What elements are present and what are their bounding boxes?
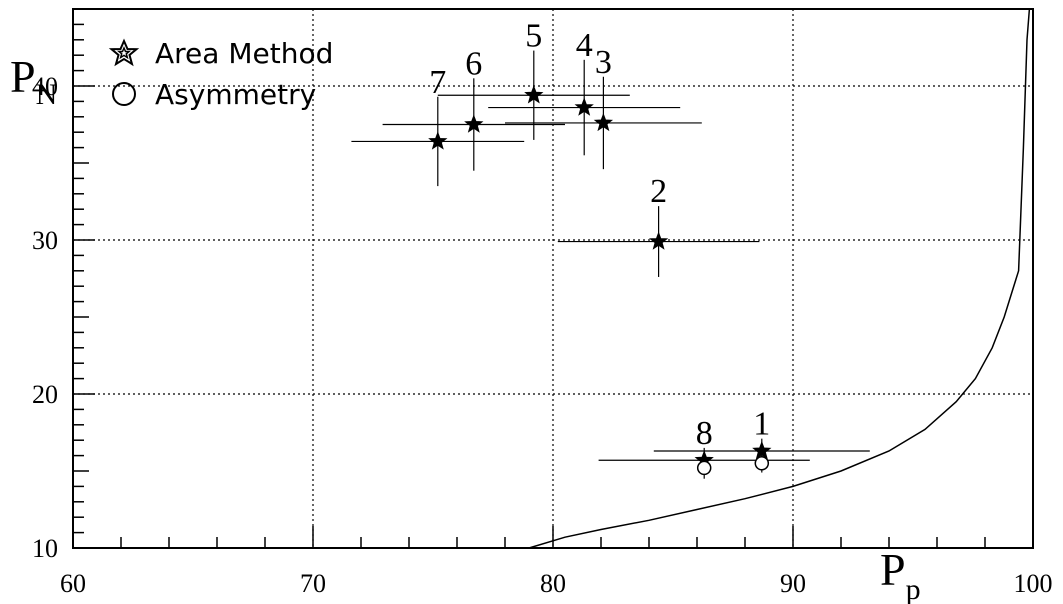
x-axis-title-sub: p <box>906 573 921 604</box>
x-tick-label: 100 <box>1014 569 1053 598</box>
star-marker <box>464 114 484 133</box>
y-axis-title-sub: N <box>36 78 58 111</box>
x-tick-label: 60 <box>60 569 86 598</box>
axis-ticks <box>72 8 1034 549</box>
star-marker <box>752 440 772 460</box>
star-marker <box>524 85 544 104</box>
x-tick-label: 90 <box>780 569 806 598</box>
data-markers <box>428 85 772 476</box>
legend-label-area-method: Area Method <box>155 37 333 70</box>
y-tick-label: 40 <box>32 72 58 101</box>
x-tick-label: 70 <box>300 569 326 598</box>
y-tick-label: 20 <box>32 380 58 409</box>
limit-curve-line <box>528 8 1031 549</box>
point-label: 3 <box>595 44 612 81</box>
star-marker <box>648 231 669 250</box>
y-axis-title: PN <box>10 51 57 111</box>
point-label: 2 <box>650 173 667 210</box>
x-axis-title-main: P <box>880 544 906 595</box>
point-label: 8 <box>696 415 713 452</box>
error-bars <box>351 50 870 479</box>
star-marker <box>574 97 594 116</box>
point-label: 1 <box>753 406 770 443</box>
legend-label-asymmetry: Asymmetry <box>155 78 316 111</box>
axis-tick-labels: 60 70 80 90 100 10 20 30 40 <box>32 72 1053 598</box>
circle-marker <box>696 460 712 476</box>
point-label: 4 <box>576 27 593 64</box>
point-label: 7 <box>429 64 446 101</box>
point-label: 5 <box>525 18 542 55</box>
limit-curve <box>528 8 1031 549</box>
y-tick-label: 30 <box>32 226 58 255</box>
point-label: 6 <box>465 45 482 82</box>
y-axis-title-main: P <box>10 51 36 102</box>
star-marker <box>593 112 614 132</box>
y-tick-label: 10 <box>32 534 58 563</box>
circle-marker <box>754 456 770 471</box>
axis-titles: PN Pp <box>10 51 921 604</box>
grid-lines <box>73 9 1033 548</box>
legend-circle-icon <box>112 82 136 106</box>
legend: Area Method Asymmetry <box>108 37 333 111</box>
star-marker <box>428 131 448 150</box>
x-tick-label: 80 <box>540 569 566 598</box>
point-labels: 1 2 345 67 8 <box>429 18 770 452</box>
legend-star-icon <box>108 38 140 67</box>
x-axis-title: Pp <box>880 544 921 604</box>
